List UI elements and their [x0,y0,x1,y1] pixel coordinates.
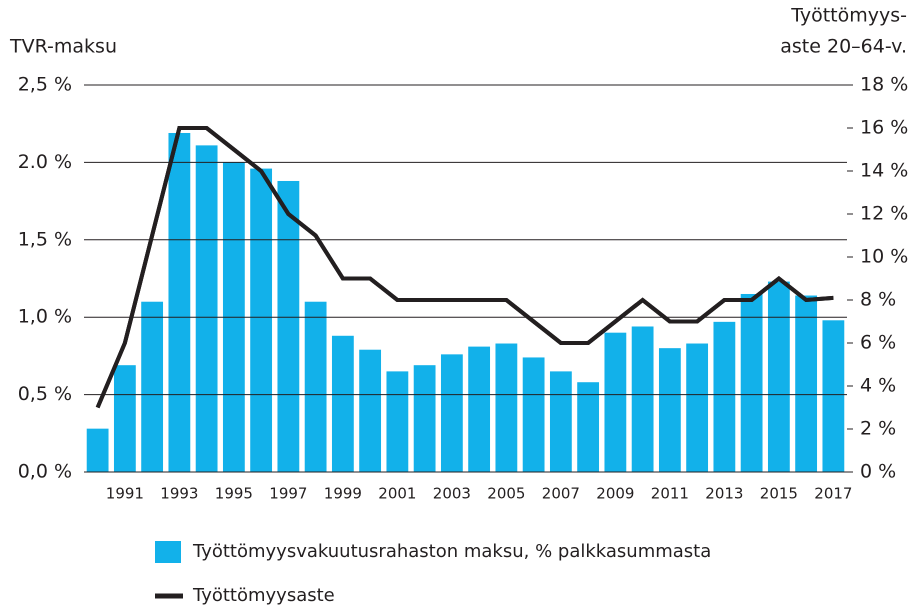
y-axis-title: TVR-maksu [9,36,117,58]
x-tick-label: 1997 [269,485,307,503]
bar [713,321,736,472]
y2-axis-title: Työttömyys- [790,5,907,27]
x-tick-label: 2013 [705,485,743,503]
legend-label: Työttömyysvakuutusrahaston maksu, % palk… [192,541,711,562]
bar [495,343,518,472]
bar [767,281,790,472]
bar [86,428,109,472]
bar [195,145,218,472]
bar [549,371,572,472]
bar [413,365,436,472]
x-tick-label: 1999 [324,485,362,503]
bar [740,293,763,472]
bar [250,168,273,473]
x-tick-label: 2015 [760,485,798,503]
bar [141,301,164,472]
y2-tick-label: 2 % [860,418,896,440]
bar [331,335,354,472]
x-tick-label: 2011 [651,485,689,503]
bar [440,354,463,472]
bar [468,346,491,472]
bar [113,365,136,472]
bar [631,326,654,472]
bar [522,357,545,472]
bar [577,382,600,472]
bar [795,295,818,472]
bar [386,371,409,472]
y2-tick-label: 16 % [860,117,908,139]
y2-tick-label: 12 % [860,203,908,225]
x-tick-label: 2009 [596,485,634,503]
y2-axis-title: aste 20–64-v. [780,36,907,58]
y-tick-label: 1,5 % [18,228,72,250]
bar [822,320,845,472]
legend-label: Työttömyysaste [192,585,335,606]
x-tick-label: 1993 [160,485,198,503]
x-tick-label: 2003 [433,485,471,503]
legend-swatch [155,541,181,563]
x-tick-label: 2001 [378,485,416,503]
bar [604,332,627,472]
line [95,126,834,409]
y2-tick-label: 14 % [860,160,908,182]
bar [277,180,300,472]
y-tick-label: 0,5 % [18,383,72,405]
bar [658,348,681,472]
bar [686,343,709,472]
x-tick-label: 2005 [487,485,525,503]
y2-tick-label: 18 % [860,74,908,96]
y2-tick-label: 6 % [860,332,896,354]
x-tick-label: 2007 [542,485,580,503]
y-tick-label: 0,0 % [18,461,72,483]
y-tick-label: 1,0 % [18,306,72,328]
y2-tick-label: 10 % [860,246,908,268]
x-tick-label: 1991 [106,485,144,503]
y2-tick-label: 4 % [860,375,896,397]
bar [359,349,382,472]
y-tick-label: 2.0 % [18,151,72,173]
y2-tick-label: 0 % [860,461,896,483]
y-tick-label: 2,5 % [18,74,72,96]
bar [168,132,191,472]
bar [304,301,327,472]
x-tick-label: 2017 [814,485,852,503]
x-tick-label: 1995 [215,485,253,503]
y2-tick-label: 8 % [860,289,896,311]
